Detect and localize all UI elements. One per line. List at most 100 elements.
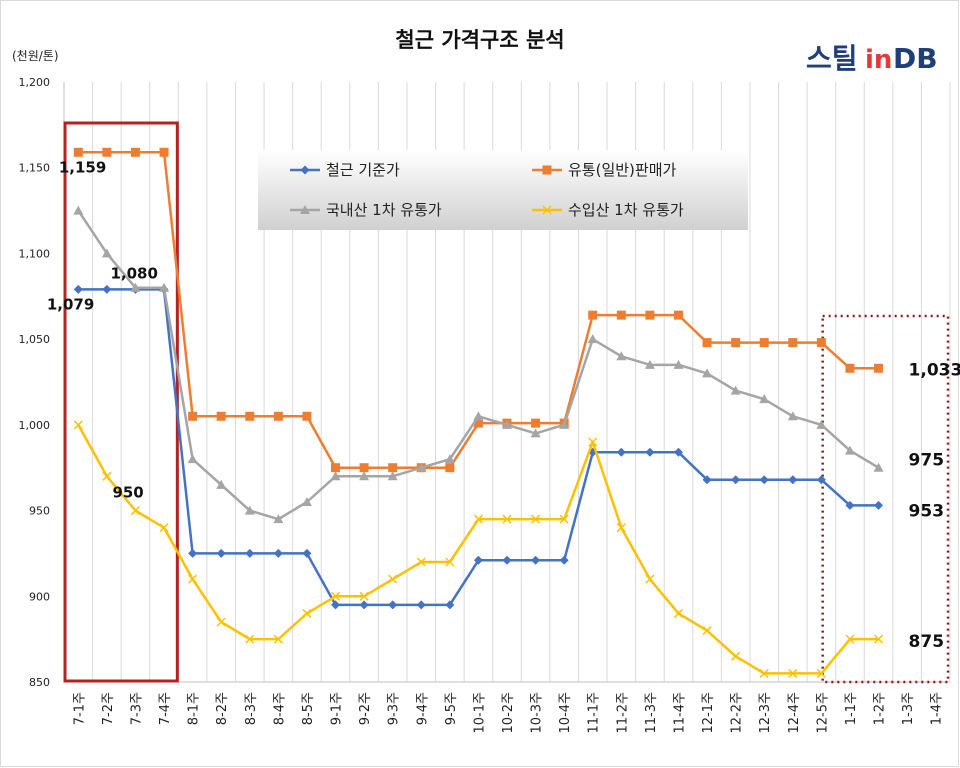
data-point (702, 368, 713, 378)
data-point (844, 445, 855, 455)
data-point (673, 608, 684, 618)
data-point (673, 447, 683, 457)
data-point (759, 338, 769, 348)
data-point (331, 463, 341, 473)
data-point (502, 555, 512, 565)
data-point (159, 523, 169, 533)
x-tick-label: 11-1주 (587, 692, 602, 734)
x-tick-label: 11-3주 (644, 692, 659, 734)
x-axis: 7-1주 7-2주 7-3주 7-4주 8-1주 8-2주 8-3주 8-4주 8-5주 9-1주… (64, 681, 950, 734)
data-point (330, 591, 341, 601)
data-point (673, 359, 684, 369)
data-point (816, 419, 827, 429)
data-label: 1,033 (909, 360, 960, 380)
x-tick-label: 8-1주 (187, 692, 202, 725)
data-point (502, 514, 512, 524)
data-point (73, 420, 83, 430)
data-point (731, 475, 741, 485)
data-point (245, 548, 255, 558)
series-lines (73, 147, 884, 678)
data-point (816, 338, 826, 348)
logo-in-text: in (865, 45, 892, 75)
legend-item: 수입산 1차 유통가 (532, 201, 684, 219)
y-tick-label: 850 (29, 676, 50, 689)
y-tick-label: 950 (29, 505, 50, 518)
x-tick-label: 8-4주 (272, 692, 287, 725)
data-label: 875 (909, 632, 945, 652)
x-tick-label: 12-1주 (701, 692, 716, 734)
y-unit-label: (천원/톤) (12, 48, 59, 63)
data-point (874, 363, 884, 373)
data-point (616, 447, 626, 457)
data-point (816, 668, 826, 678)
data-label: 1,159 (59, 158, 106, 176)
data-point (359, 463, 369, 473)
data-point (645, 447, 655, 457)
data-point (73, 205, 84, 215)
data-point (616, 523, 626, 533)
data-point (702, 338, 712, 348)
data-point (874, 634, 884, 644)
data-point (188, 411, 198, 421)
data-point (731, 338, 741, 348)
data-point (759, 475, 769, 485)
x-tick-label: 7-2주 (101, 692, 116, 725)
data-point (531, 514, 541, 524)
series-0 (73, 284, 884, 610)
data-point (130, 147, 140, 157)
data-point (531, 555, 541, 565)
logo: 스틸 in DB (806, 42, 938, 75)
data-label: 950 (112, 484, 143, 502)
data-point (359, 600, 369, 610)
data-point (216, 479, 227, 489)
series-1 (73, 147, 884, 473)
x-tick-label: 8-5주 (301, 692, 316, 725)
logo-steel-text: 스틸 (806, 42, 858, 75)
x-tick-label: 12-2주 (730, 692, 745, 734)
legend-swatch-marker (542, 205, 552, 215)
data-point (387, 471, 398, 481)
data-point (331, 600, 341, 610)
data-point (616, 310, 626, 320)
data-point (388, 463, 398, 473)
x-tick-label: 1-3주 (901, 692, 916, 725)
series-3 (73, 420, 884, 678)
data-point (816, 475, 826, 485)
data-point (444, 454, 455, 464)
logo-db-text: DB (893, 42, 938, 75)
y-tick-label: 900 (29, 590, 50, 603)
data-point (644, 359, 655, 369)
data-point (216, 548, 226, 558)
data-point (473, 411, 484, 421)
data-point (845, 500, 855, 510)
data-point (873, 462, 884, 472)
data-point (673, 310, 683, 320)
data-point (645, 310, 655, 320)
data-point (702, 626, 712, 636)
x-tick-label: 9-1주 (330, 692, 345, 725)
data-point (159, 147, 169, 157)
data-point (245, 411, 255, 421)
data-point (302, 608, 312, 618)
data-point (788, 338, 798, 348)
data-point (559, 419, 570, 429)
y-tick-label: 1,000 (19, 419, 51, 432)
y-tick-label: 1,200 (19, 76, 51, 89)
x-tick-label: 1-1주 (844, 692, 859, 725)
data-point (416, 600, 426, 610)
data-point (302, 548, 312, 558)
data-point (73, 284, 83, 294)
data-point (102, 284, 112, 294)
x-tick-label: 7-1주 (72, 692, 87, 725)
data-label: 975 (909, 451, 945, 471)
chart-title: 철근 가격구조 분석 (395, 28, 564, 52)
data-point (730, 385, 741, 395)
data-point (473, 514, 483, 524)
data-point (588, 310, 598, 320)
data-point (159, 282, 170, 292)
data-point (787, 411, 798, 421)
x-tick-label: 10-2주 (501, 692, 516, 734)
data-point (559, 514, 569, 524)
